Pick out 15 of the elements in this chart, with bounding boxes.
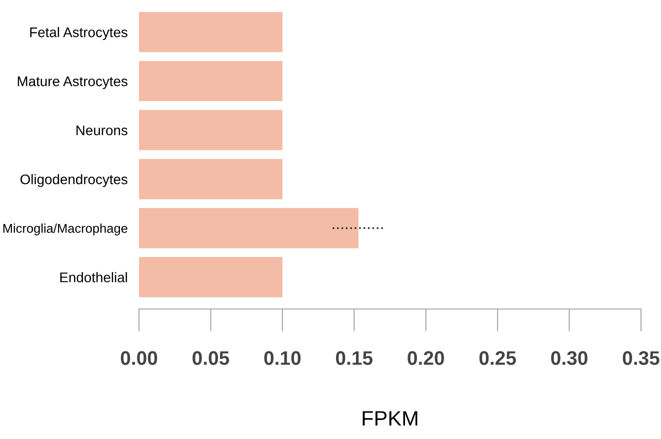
- y-tick-label: Microglia/Macrophage: [3, 224, 128, 236]
- x-tick-label: 0.35: [622, 351, 660, 365]
- y-tick-label: Fetal Astrocytes: [30, 27, 128, 40]
- x-tick-label: 0.30: [551, 351, 588, 365]
- x-tick-label: 0.10: [264, 351, 301, 365]
- x-tick-label: 0.15: [336, 351, 373, 365]
- x-tick-label: 0.05: [192, 351, 230, 365]
- y-tick-label: Mature Astrocytes: [18, 76, 128, 89]
- y-tick-label: Oligodendrocytes: [20, 174, 128, 188]
- y-tick-label: Neurons: [76, 126, 128, 136]
- x-tick-label: 0.20: [408, 351, 444, 365]
- x-tick-label: 0.25: [479, 351, 516, 365]
- y-tick-label: Endothelial: [60, 272, 127, 282]
- x-tick-label: 0.00: [120, 351, 158, 365]
- x-axis-title: FPKM: [362, 411, 418, 426]
